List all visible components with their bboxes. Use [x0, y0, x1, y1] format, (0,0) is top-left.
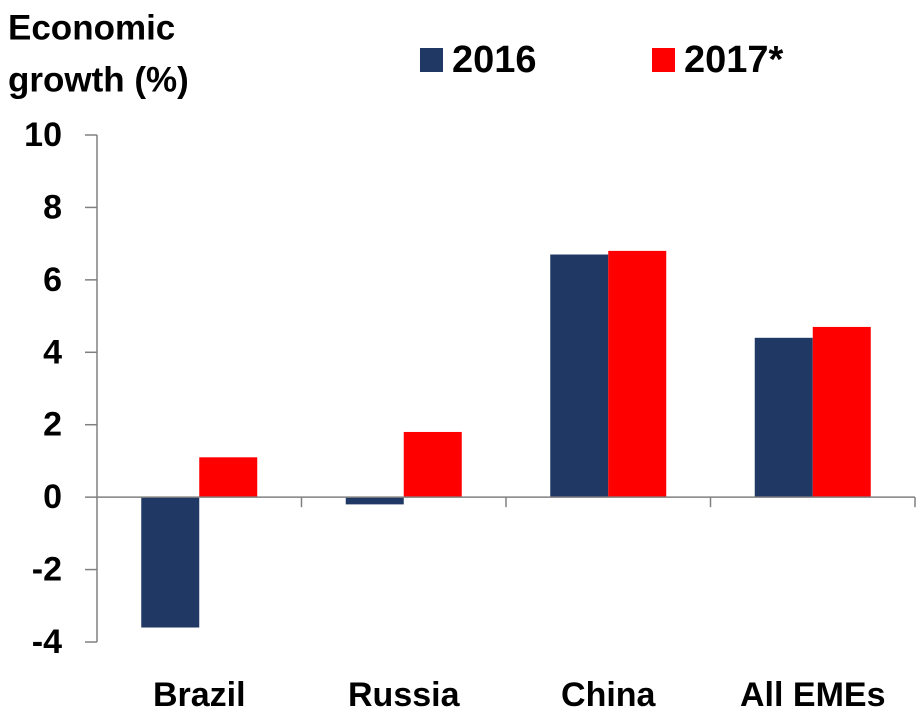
y-tick-label: 6: [43, 261, 62, 299]
bar: [345, 497, 404, 505]
y-axis-label: Economic: [8, 8, 175, 47]
bar: [550, 254, 609, 498]
y-tick-label: 2: [43, 406, 62, 444]
legend-label: 2016: [452, 39, 537, 81]
y-tick-label: -4: [32, 623, 62, 661]
bar: [199, 457, 258, 498]
bar: [141, 497, 200, 628]
bar: [754, 337, 813, 498]
bar: [403, 431, 462, 498]
x-tick-label: Brazil: [153, 676, 246, 714]
y-tick-label: 8: [43, 188, 62, 226]
x-tick-label: China: [561, 676, 657, 714]
bar: [812, 326, 871, 498]
bar: [608, 250, 667, 498]
y-axis-label: growth (%): [8, 60, 189, 99]
legend-swatch: [420, 48, 443, 72]
x-tick-label: Russia: [348, 676, 461, 714]
legend-swatch: [652, 48, 675, 72]
y-tick-label: 4: [43, 333, 62, 371]
y-tick-label: 0: [43, 478, 62, 516]
y-tick-label: 10: [24, 116, 62, 154]
x-tick-label: All EMEs: [740, 676, 885, 714]
legend-label: 2017*: [684, 39, 784, 81]
y-tick-label: -2: [32, 551, 62, 589]
